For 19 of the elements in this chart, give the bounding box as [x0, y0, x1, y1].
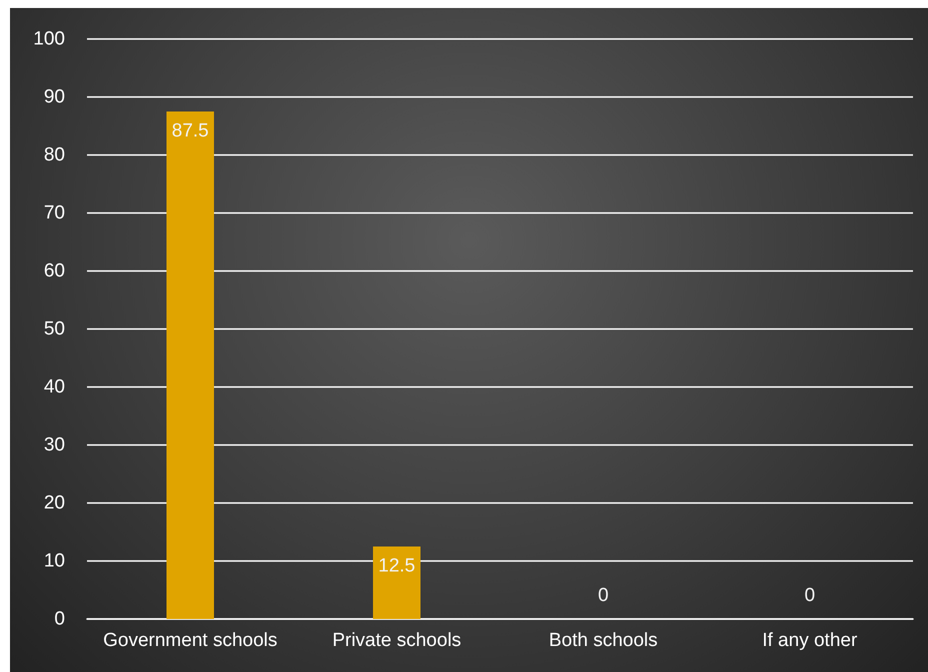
x-tick-label: Both schools	[548, 630, 658, 651]
y-tick-label: 0	[54, 608, 65, 630]
data-label: 12.5	[378, 556, 416, 576]
y-tick-label: 80	[44, 144, 65, 166]
data-label: 0	[804, 585, 816, 606]
y-tick-label: 90	[44, 86, 65, 108]
y-tick-label: 100	[33, 28, 65, 50]
y-tick-label: 10	[44, 550, 65, 572]
y-tick-label: 20	[44, 492, 65, 514]
y-tick-label: 40	[44, 376, 65, 398]
y-tick-label: 70	[44, 202, 65, 224]
x-tick-label: If any other	[762, 630, 858, 651]
y-tick-label: 50	[44, 318, 65, 340]
data-label: 87.5	[172, 120, 209, 142]
x-tick-label: Government schools	[103, 630, 278, 651]
y-tick-label: 60	[44, 260, 65, 282]
x-tick-label: Private schools	[332, 630, 462, 651]
data-label: 0	[598, 585, 609, 606]
y-tick-label: 30	[44, 434, 65, 456]
